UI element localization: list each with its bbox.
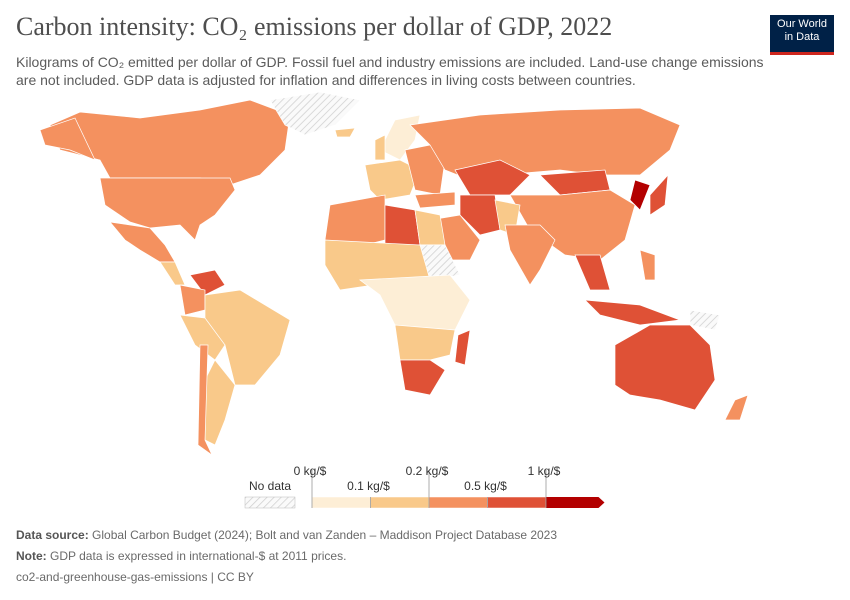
- country[interactable]: [189, 269, 226, 296]
- country[interactable]: [374, 134, 386, 161]
- country[interactable]: [39, 117, 96, 161]
- legend-label: 0.5 kg/$: [464, 479, 507, 493]
- country[interactable]: [454, 159, 531, 196]
- source-text: Global Carbon Budget (2024); Bolt and va…: [92, 528, 558, 542]
- country[interactable]: [109, 221, 176, 263]
- country[interactable]: [639, 249, 656, 281]
- country[interactable]: [584, 299, 681, 326]
- country[interactable]: [649, 173, 669, 216]
- title: Carbon intensity: CO₂ emissions per doll…: [16, 12, 613, 41]
- country[interactable]: [364, 159, 421, 201]
- country[interactable]: [414, 209, 446, 246]
- no-data-region: [689, 309, 721, 331]
- country[interactable]: [204, 359, 236, 446]
- legend-label: 0.1 kg/$: [347, 479, 390, 493]
- legend-label: 0 kg/$: [294, 464, 327, 478]
- country[interactable]: [394, 324, 456, 361]
- country[interactable]: [179, 314, 226, 361]
- country[interactable]: [574, 254, 611, 291]
- legend-label: 1 kg/$: [528, 464, 561, 478]
- logo-line: Our World: [777, 18, 827, 30]
- country[interactable]: [629, 179, 651, 211]
- country[interactable]: [724, 394, 749, 421]
- legend-swatch: [546, 497, 605, 508]
- note: Note: GDP data is expressed in internati…: [16, 549, 346, 563]
- legend-no-data: No data: [249, 479, 291, 493]
- country[interactable]: [454, 329, 471, 366]
- source: Data source: Global Carbon Budget (2024)…: [16, 528, 557, 542]
- country[interactable]: [99, 177, 236, 241]
- country[interactable]: [179, 284, 206, 316]
- logo-line: in Data: [784, 31, 820, 43]
- country[interactable]: [414, 191, 456, 209]
- note-text: GDP data is expressed in international-$…: [50, 549, 347, 563]
- country[interactable]: [504, 224, 556, 286]
- country[interactable]: [404, 144, 446, 196]
- country[interactable]: [197, 344, 213, 457]
- country[interactable]: [49, 99, 291, 186]
- legend-swatch: [311, 496, 371, 509]
- legend-label: 0.2 kg/$: [406, 464, 449, 478]
- country[interactable]: [384, 204, 421, 246]
- no-data-region: [419, 244, 461, 281]
- no-data-region: [269, 91, 361, 136]
- license[interactable]: co2-and-greenhouse-gas-emissions | CC BY: [16, 570, 254, 584]
- country[interactable]: [409, 107, 681, 181]
- source-label: Data source:: [16, 528, 89, 542]
- country[interactable]: [459, 194, 501, 236]
- country[interactable]: [399, 359, 446, 396]
- country[interactable]: [334, 127, 356, 138]
- country[interactable]: [159, 261, 186, 286]
- subtitle: Kilograms of CO₂ emitted per dollar of G…: [16, 54, 764, 88]
- no-data-swatch: [244, 496, 296, 509]
- legend-swatch: [370, 496, 430, 509]
- legend-swatch: [487, 496, 547, 509]
- logo[interactable]: Our World in Data: [770, 15, 834, 55]
- note-label: Note:: [16, 549, 47, 563]
- legend-swatch: [428, 496, 488, 509]
- country[interactable]: [614, 324, 716, 411]
